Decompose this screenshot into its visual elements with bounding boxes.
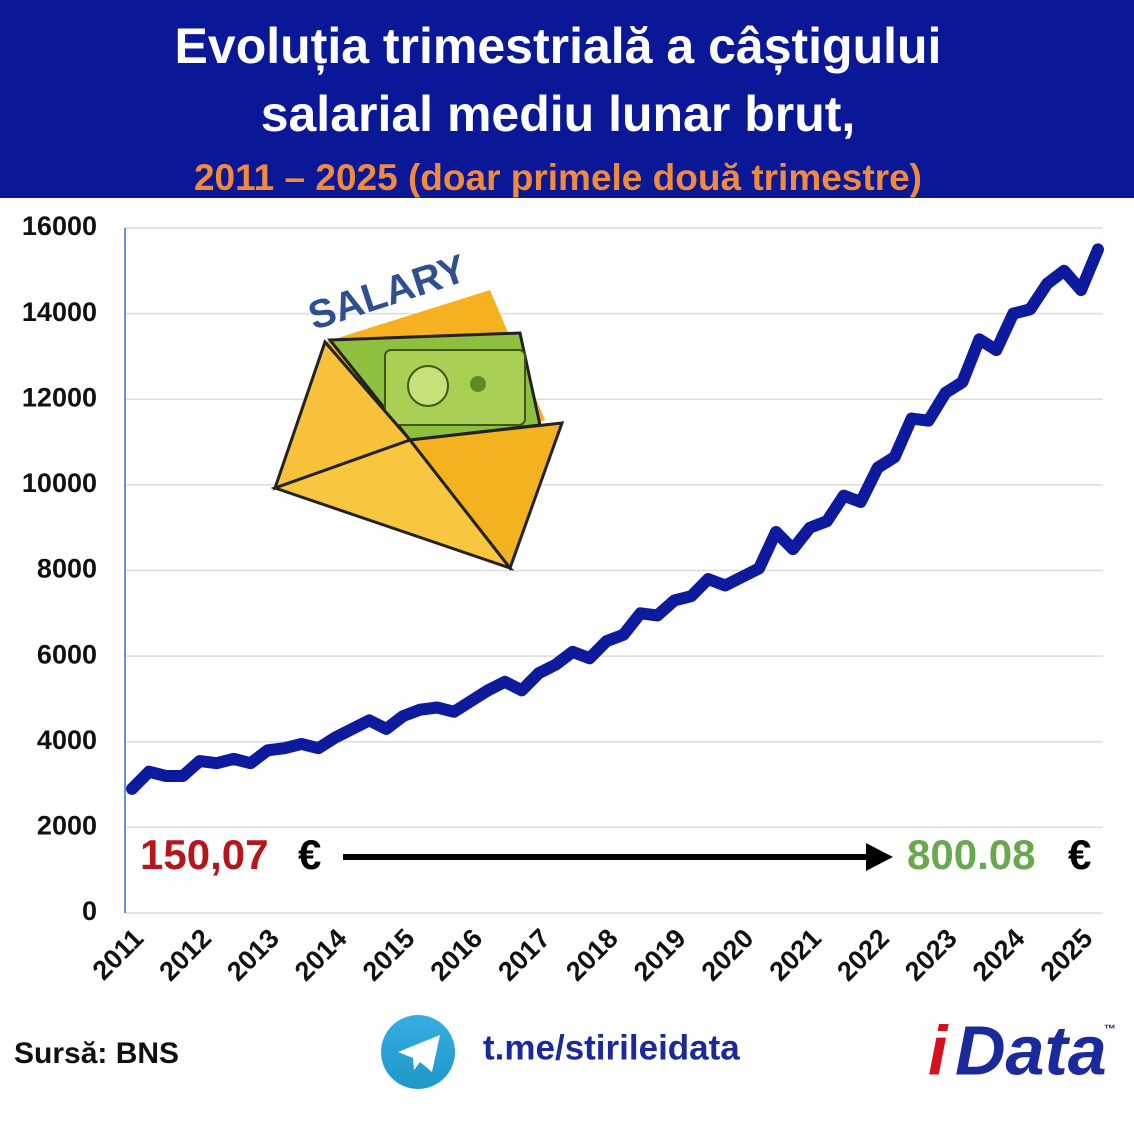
source: Sursă: BNS [14,1037,179,1070]
x-tick-label: 2011 [87,923,150,986]
x-tick-label: 2017 [492,923,556,987]
x-tick-label: 2021 [763,923,827,987]
end-currency: € [1068,831,1091,878]
y-tick-label: 16000 [22,211,97,241]
x-tick-label: 2019 [628,923,692,987]
header-band [0,0,1134,198]
start-amount: 150,07 [140,831,268,878]
x-tick-label: 2014 [289,923,353,987]
chart-subtitle: 2011 – 2025 (doar primele două trimestre… [194,157,922,198]
series-line [126,243,1104,795]
y-tick-label: 8000 [37,554,97,584]
y-tick-label: 6000 [37,639,97,669]
salary-illustration: SALARY [270,246,565,572]
y-tick-label: 10000 [22,468,97,498]
end-amount: 800.08 [907,831,1035,878]
y-tick-label: 12000 [22,382,97,412]
x-tick-label: 2015 [357,923,421,987]
arrow-head [866,843,893,871]
x-tick-label: 2020 [696,923,760,987]
y-tick-label: 2000 [37,811,97,841]
x-tick-label: 2016 [425,923,489,987]
x-tick-label: 2022 [831,923,895,987]
x-tick-label: 2013 [221,923,285,987]
x-tick-label: 2023 [899,923,963,987]
x-tick-label: 2025 [1035,923,1099,987]
x-tick-label: 2012 [153,923,217,987]
chart-title: Evoluția trimestrială a câștigului [175,18,942,74]
telegram-plane [398,1035,440,1072]
chart-title: salarial mediu lunar brut, [261,86,856,142]
x-tick-label: 2018 [560,923,624,987]
logo-name: Data [955,1011,1107,1089]
x-tick-label: 2024 [967,923,1031,987]
y-tick-label: 14000 [22,297,97,327]
logo-mark: ™ [1104,1022,1116,1036]
start-currency: € [298,831,321,878]
logo-prefix: i [928,1011,949,1089]
link[interactable]: t.me/stirileidata [483,1028,740,1067]
y-tick-label: 4000 [37,725,97,755]
y-tick-label: 0 [82,896,97,926]
